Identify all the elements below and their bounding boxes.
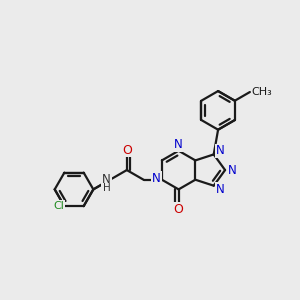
- Text: CH₃: CH₃: [251, 87, 272, 97]
- Text: N: N: [174, 138, 183, 151]
- Text: N: N: [102, 173, 111, 186]
- Text: Cl: Cl: [53, 201, 64, 211]
- Text: N: N: [216, 144, 225, 158]
- Text: H: H: [103, 183, 110, 193]
- Text: O: O: [174, 203, 184, 216]
- Text: N: N: [152, 172, 161, 185]
- Text: N: N: [216, 183, 225, 196]
- Text: N: N: [228, 164, 237, 177]
- Text: O: O: [122, 144, 132, 157]
